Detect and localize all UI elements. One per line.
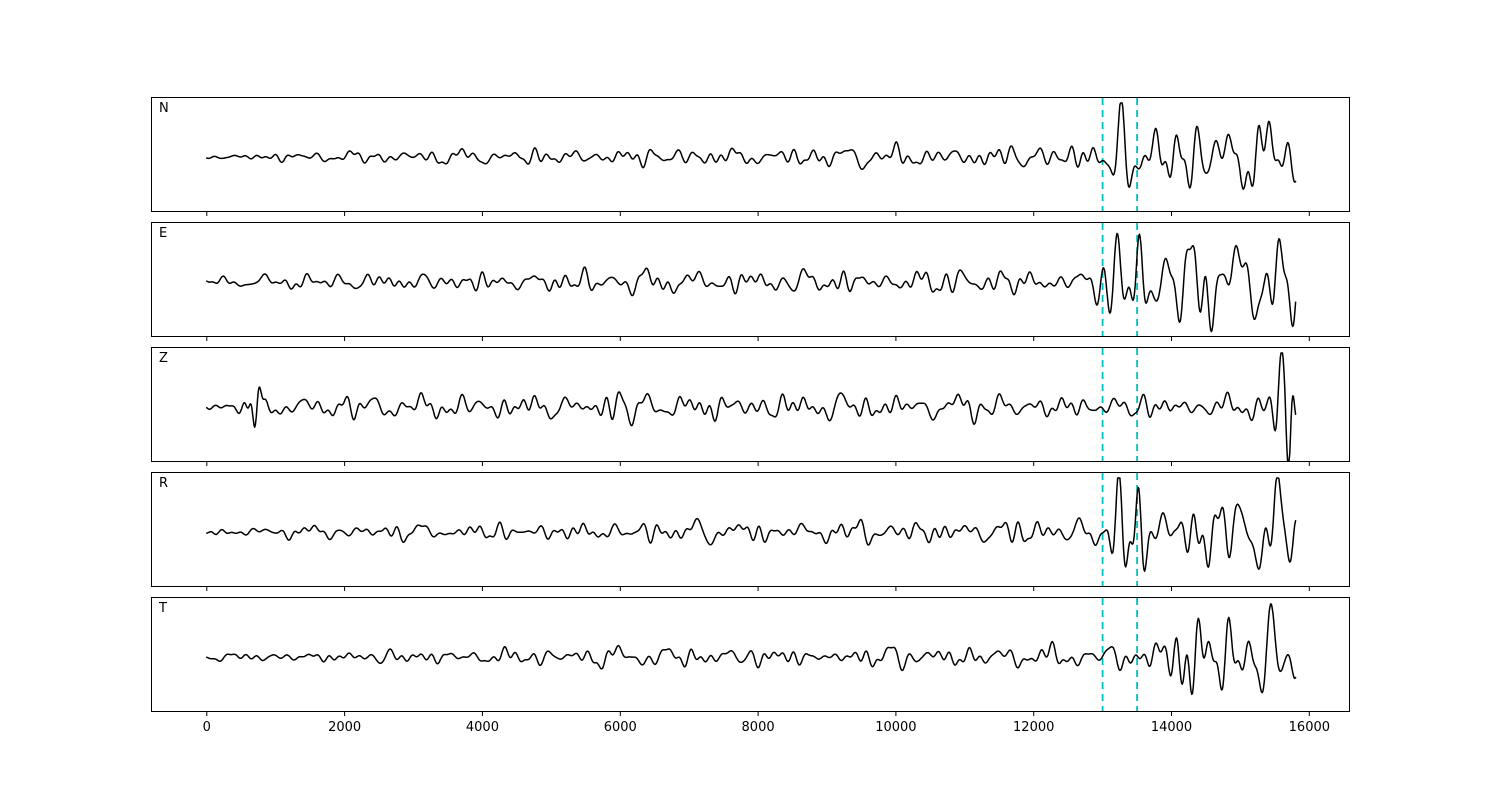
- trace-label-n: N: [159, 101, 169, 116]
- waveform-path: [206, 352, 1297, 462]
- x-tick-label: 2000: [328, 720, 362, 735]
- trace-label-r: R: [159, 476, 169, 491]
- x-tick-label: 4000: [465, 720, 499, 735]
- axes-border: [151, 347, 1350, 462]
- x-tick-label: 8000: [741, 720, 775, 735]
- trace-panel-n: N: [151, 97, 1350, 216]
- x-tick-label: 0: [202, 720, 211, 735]
- x-tick-label: 12000: [1013, 720, 1055, 735]
- waveform-path: [206, 232, 1297, 333]
- waveform-path: [206, 477, 1297, 572]
- trace-plot-t: [151, 597, 1350, 716]
- trace-label-e: E: [159, 226, 168, 241]
- x-tick-label: 14000: [1150, 720, 1193, 735]
- x-tick-label: 16000: [1288, 720, 1331, 735]
- axes-border: [151, 222, 1350, 337]
- axes-border: [151, 97, 1350, 212]
- trace-label-t: T: [159, 601, 167, 616]
- trace-panel-e: E: [151, 222, 1350, 341]
- waveform-path: [206, 102, 1297, 190]
- axes-border: [151, 472, 1350, 587]
- trace-plot-e: [151, 222, 1350, 341]
- x-tick-label: 6000: [603, 720, 637, 735]
- trace-panel-z: Z: [151, 347, 1350, 466]
- trace-panel-r: R: [151, 472, 1350, 591]
- x-tick-label: 10000: [875, 720, 917, 735]
- trace-plot-n: [151, 97, 1350, 216]
- trace-label-z: Z: [159, 351, 168, 366]
- waveform-path: [206, 603, 1297, 696]
- trace-plot-z: [151, 347, 1350, 466]
- axes-border: [151, 597, 1350, 712]
- trace-plot-r: [151, 472, 1350, 591]
- trace-panel-t: T: [151, 597, 1350, 716]
